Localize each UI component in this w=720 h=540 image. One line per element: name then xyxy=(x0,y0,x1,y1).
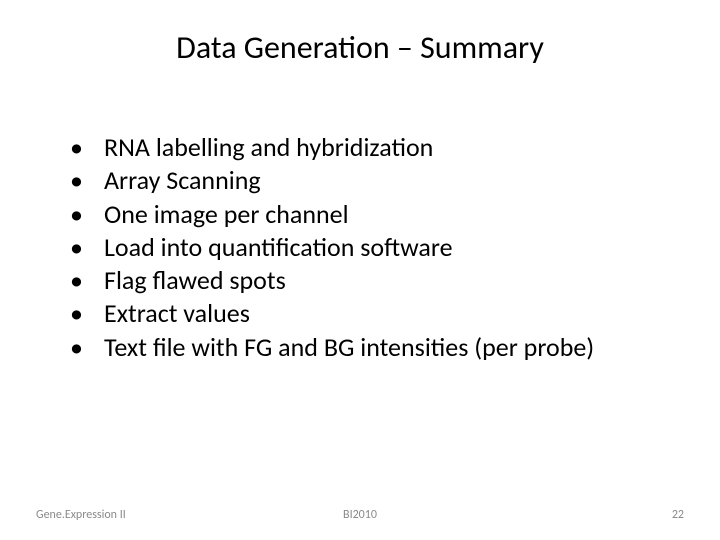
list-item: Extract values xyxy=(70,297,690,330)
bullet-list: RNA labelling and hybridization Array Sc… xyxy=(30,131,690,364)
list-item: Array Scanning xyxy=(70,164,690,197)
list-item: Text file with FG and BG intensities (pe… xyxy=(70,331,690,364)
slide: Data Generation – Summary RNA labelling … xyxy=(0,0,720,540)
slide-footer: Gene.Expression II BI2010 22 xyxy=(0,508,720,522)
footer-center: BI2010 xyxy=(252,508,468,522)
list-item: Load into quantification software xyxy=(70,231,690,264)
slide-title: Data Generation – Summary xyxy=(30,28,690,67)
footer-page-number: 22 xyxy=(468,508,690,522)
footer-left: Gene.Expression II xyxy=(36,508,252,522)
list-item: RNA labelling and hybridization xyxy=(70,131,690,164)
list-item: One image per channel xyxy=(70,198,690,231)
list-item: Flag flawed spots xyxy=(70,264,690,297)
